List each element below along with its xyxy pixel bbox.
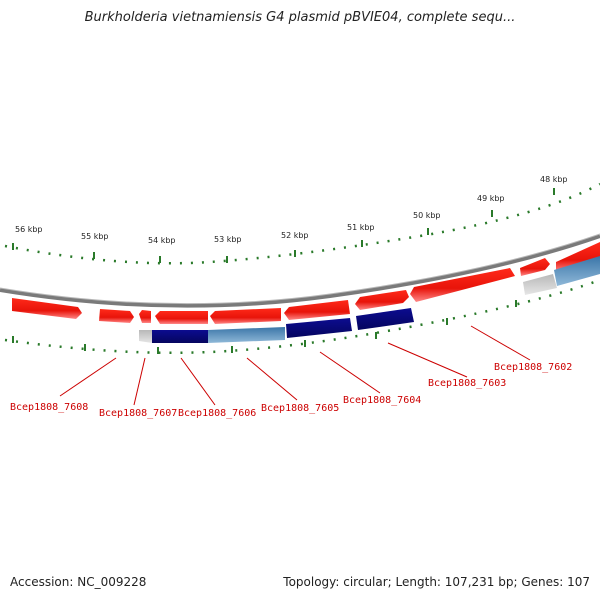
gene-label-7608: Bcep1808_7608: [10, 402, 88, 413]
ruler-label-52: 52 kbp: [281, 231, 309, 240]
ruler-label-56: 56 kbp: [15, 225, 43, 234]
ruler-label-48: 48 kbp: [540, 175, 568, 184]
forward-gene: [556, 242, 600, 272]
pseudo-gene: [523, 274, 557, 295]
forward-gene: [12, 298, 82, 319]
ruler-label-49: 49 kbp: [477, 194, 505, 203]
ruler-label-54: 54 kbp: [148, 236, 176, 245]
gene-labels: Bcep1808_7608 Bcep1808_7607 Bcep1808_760…: [10, 362, 572, 419]
accession-info: Accession: NC_009228: [10, 575, 147, 589]
gene-label-7603: Bcep1808_7603: [428, 378, 506, 389]
gene-label-7607: Bcep1808_7607: [99, 408, 177, 419]
topology-info: Topology: circular; Length: 107,231 bp; …: [283, 575, 590, 589]
gene-label-7605: Bcep1808_7605: [261, 403, 339, 414]
inner-ruler: [4, 278, 600, 355]
forward-gene: [520, 258, 550, 276]
outer-ruler: [4, 182, 600, 265]
reverse-genes: [139, 256, 600, 343]
forward-gene: [410, 268, 515, 302]
gene-label-7604: Bcep1808_7604: [343, 395, 421, 406]
reverse-gene: [356, 308, 414, 330]
reverse-gene: [286, 318, 352, 338]
gene-label-7602: Bcep1808_7602: [494, 362, 572, 373]
forward-gene: [139, 310, 151, 323]
ruler-label-53: 53 kbp: [214, 235, 242, 244]
map-title: Burkholderia vietnamiensis G4 plasmid pB…: [84, 10, 516, 25]
pseudo-gene: [139, 330, 152, 343]
ruler-labels: 56 kbp 55 kbp 54 kbp 53 kbp 52 kbp 51 kb…: [15, 175, 568, 245]
ruler-label-51: 51 kbp: [347, 223, 375, 232]
reverse-gene: [208, 327, 285, 343]
reverse-gene: [152, 330, 208, 343]
forward-gene: [210, 308, 281, 324]
forward-gene: [355, 290, 409, 310]
label-leaders: [59, 325, 531, 406]
backbone-arc: [0, 234, 600, 308]
reverse-gene: [554, 256, 600, 286]
forward-genes: [12, 242, 600, 324]
forward-gene: [284, 300, 350, 320]
ruler-label-55: 55 kbp: [81, 232, 109, 241]
forward-gene: [99, 309, 134, 323]
gene-label-7606: Bcep1808_7606: [178, 408, 256, 419]
ruler-label-50: 50 kbp: [413, 211, 441, 220]
forward-gene: [155, 311, 208, 324]
